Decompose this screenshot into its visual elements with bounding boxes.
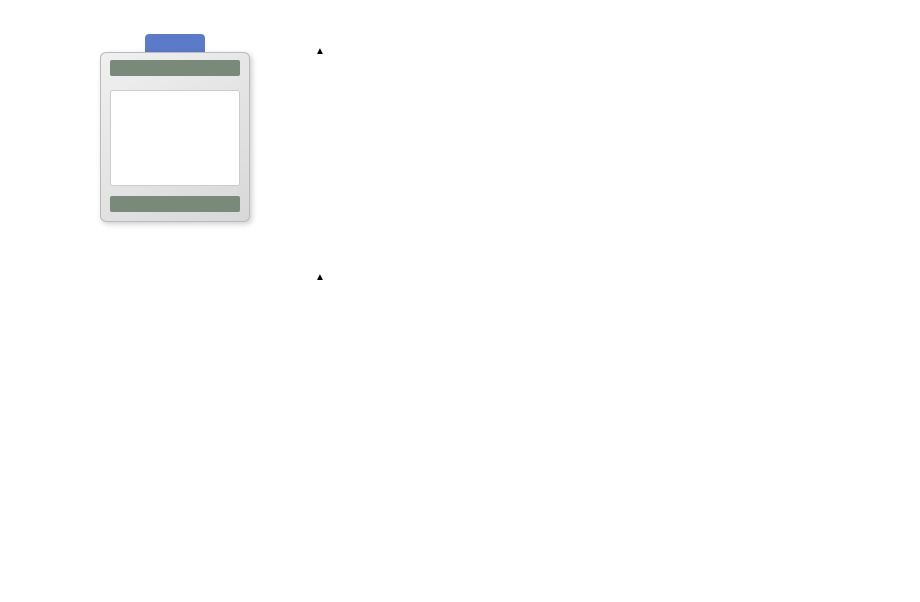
device-terminals-bottom [110,196,240,212]
device-terminals-top [110,60,240,76]
device-image [100,34,250,224]
connection-schema [63,271,279,471]
device-panel [110,90,240,186]
